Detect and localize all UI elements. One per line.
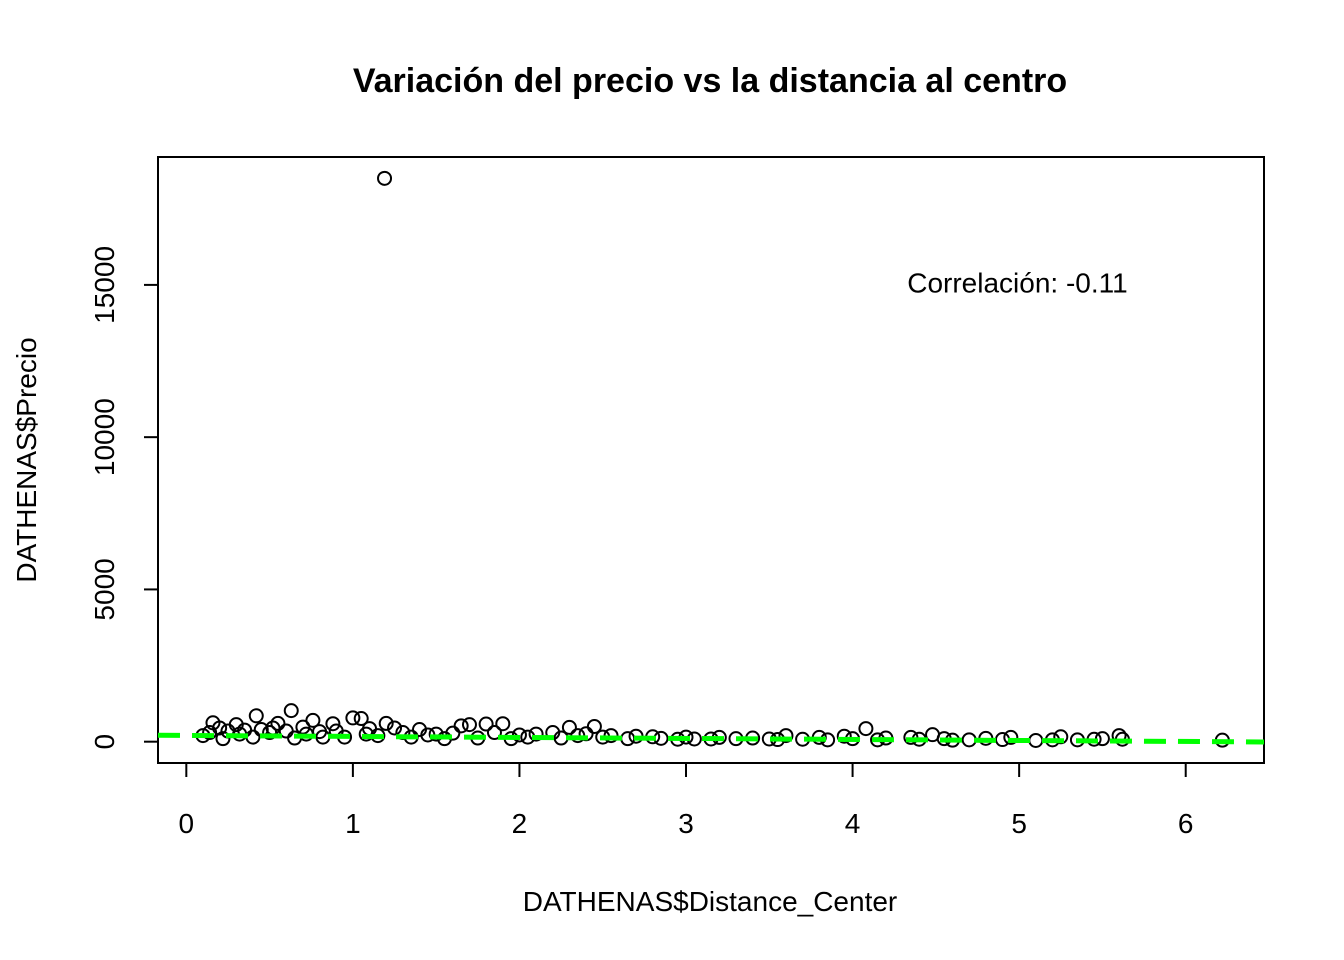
data-point: [428, 726, 444, 742]
data-point: [653, 730, 669, 746]
data-point: [1028, 732, 1044, 748]
correlation-annotation: Correlación: -0.11: [907, 268, 1127, 299]
data-points: [195, 170, 1230, 748]
data-point: [961, 732, 977, 748]
trend-line: [157, 732, 1265, 745]
data-point: [528, 726, 544, 742]
x-tick-label: 5: [1011, 808, 1027, 839]
data-point: [836, 728, 852, 744]
x-tick-label: 0: [179, 808, 195, 839]
data-point: [620, 731, 636, 747]
data-point: [1003, 729, 1019, 745]
x-axis: 0 1 2 3 4 5 6: [179, 763, 1194, 839]
data-point: [325, 716, 341, 732]
data-point: [378, 715, 394, 731]
x-tick-label: 3: [678, 808, 694, 839]
x-tick-label: 4: [845, 808, 861, 839]
data-point: [202, 725, 218, 741]
chart-title: Variación del precio vs la distancia al …: [353, 62, 1067, 100]
x-tick-label: 1: [345, 808, 361, 839]
data-point: [305, 712, 321, 728]
plot-frame: [157, 156, 1265, 764]
data-point: [778, 728, 794, 744]
data-point: [461, 717, 477, 733]
data-point: [1053, 729, 1069, 745]
data-point: [561, 719, 577, 735]
data-point: [586, 718, 602, 734]
data-point: [486, 725, 502, 741]
data-point: [295, 719, 311, 735]
data-point: [453, 718, 469, 734]
data-point: [245, 729, 261, 745]
y-tick-label: 5000: [89, 558, 120, 620]
data-point: [215, 731, 231, 747]
data-point: [478, 716, 494, 732]
x-tick-label: 2: [512, 808, 528, 839]
y-axis: 0 5000 10000 15000: [89, 246, 158, 750]
data-point: [270, 715, 286, 731]
data-point: [283, 703, 299, 719]
data-point: [387, 720, 403, 736]
data-point: [345, 710, 361, 726]
x-tick-label: 6: [1178, 808, 1194, 839]
data-point: [353, 711, 369, 727]
y-axis-label: DATHENAS$Precio: [11, 337, 42, 582]
data-point: [858, 721, 874, 737]
data-point: [994, 732, 1010, 748]
data-point: [377, 170, 393, 186]
x-axis-label: DATHENAS$Distance_Center: [523, 886, 898, 917]
y-tick-label: 10000: [89, 398, 120, 476]
data-point: [495, 716, 511, 732]
y-tick-label: 15000: [89, 246, 120, 324]
y-tick-label: 0: [89, 734, 120, 750]
data-point: [248, 708, 264, 724]
